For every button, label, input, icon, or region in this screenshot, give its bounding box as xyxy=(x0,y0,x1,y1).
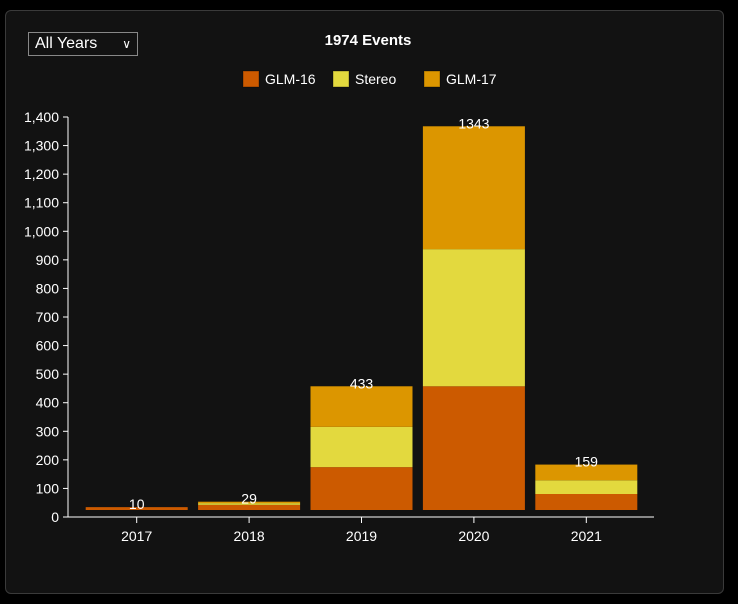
y-tick-label: 1,000 xyxy=(24,223,59,239)
bar-2019-glm-16 xyxy=(310,467,413,510)
bar-2021-stereo xyxy=(535,480,638,494)
x-tick-label: 2019 xyxy=(346,528,377,544)
legend: GLM-16 Stereo GLM-17 xyxy=(242,70,497,88)
bar-2020-stereo xyxy=(422,249,525,387)
year-filter-dropdown[interactable]: All Years ∨ xyxy=(28,32,138,56)
bar-2021-glm-17 xyxy=(535,464,638,481)
y-tick-label: 0 xyxy=(51,509,59,525)
bars: 10 29 433 1343 159 xyxy=(85,115,638,512)
bar-total-label: 159 xyxy=(575,454,599,470)
bar-2018-glm-17 xyxy=(198,501,301,504)
bar-2020-glm-17 xyxy=(422,126,525,250)
chart-title: 1974 Events xyxy=(325,32,412,49)
x-tick-label: 2021 xyxy=(571,528,602,544)
bar-2017-glm-16 xyxy=(85,507,188,510)
bar-2018-glm-16 xyxy=(198,504,301,510)
y-tick-label: 1,300 xyxy=(24,138,59,154)
x-axis: 2017 2018 2019 2020 2021 xyxy=(68,516,654,544)
x-tick-label: 2020 xyxy=(458,528,489,544)
bar-total-label: 433 xyxy=(350,375,374,391)
y-tick-label: 600 xyxy=(36,338,60,354)
bar-total-label: 10 xyxy=(129,496,145,512)
y-tick-label: 200 xyxy=(36,452,60,468)
bar-total-label: 1343 xyxy=(458,115,489,131)
bar-2019-glm-17 xyxy=(310,386,413,427)
y-tick-label: 400 xyxy=(36,395,60,411)
chevron-down-icon: ∨ xyxy=(122,37,131,51)
legend-swatch-stereo xyxy=(332,70,350,88)
legend-label: GLM-16 xyxy=(265,71,316,87)
y-tick-label: 700 xyxy=(36,309,60,325)
legend-label: GLM-17 xyxy=(446,71,497,87)
y-tick-label: 800 xyxy=(36,280,60,296)
y-tick-label: 100 xyxy=(36,480,60,496)
legend-swatch-glm-17 xyxy=(423,70,441,88)
y-tick-label: 1,200 xyxy=(24,166,59,182)
x-tick-label: 2018 xyxy=(234,528,265,544)
bar-2018-stereo xyxy=(198,503,301,505)
y-tick-label: 1,100 xyxy=(24,195,59,211)
y-tick-label: 300 xyxy=(36,423,60,439)
legend-label: Stereo xyxy=(355,71,396,87)
y-tick-label: 1,400 xyxy=(24,109,59,125)
bar-total-label: 29 xyxy=(241,491,257,507)
bar-2021-glm-16 xyxy=(535,494,638,510)
bar-2020-glm-16 xyxy=(422,386,525,510)
y-axis: 0 100 200 300 400 500 600 700 800 900 1,000 1,100 1,… xyxy=(24,109,69,525)
y-tick-label: 900 xyxy=(36,252,60,268)
bar-2019-stereo xyxy=(310,426,413,468)
legend-swatch-glm-16 xyxy=(242,70,260,88)
y-tick-label: 500 xyxy=(36,366,60,382)
x-tick-label: 2017 xyxy=(121,528,152,544)
year-filter-value: All Years xyxy=(35,35,98,52)
